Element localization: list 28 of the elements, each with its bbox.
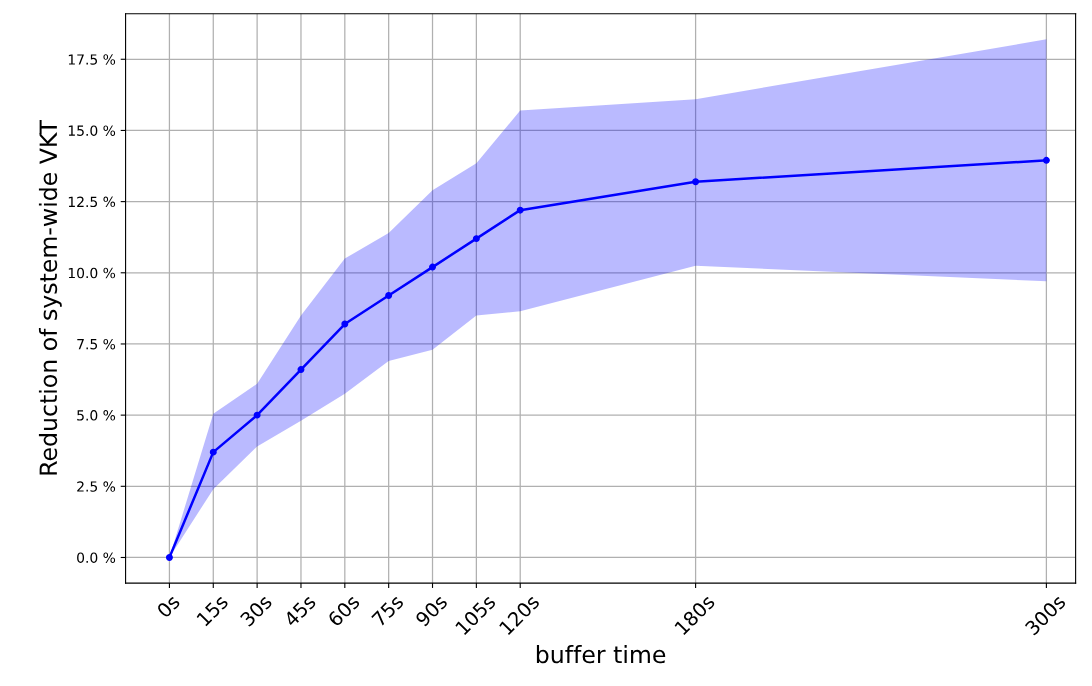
point: [253, 411, 261, 419]
x-axis-title: buffer time: [536, 645, 666, 664]
point: [472, 235, 480, 243]
point: [692, 178, 700, 186]
y-tick-label: 5.0 %: [77, 410, 116, 421]
point: [385, 292, 393, 300]
x-tick-label: 15s: [196, 593, 229, 627]
x-tick-label: 45s: [283, 593, 317, 628]
y-tick-label: 15.0 %: [68, 125, 116, 136]
x-tick-label: 90s: [414, 593, 449, 628]
point: [1042, 156, 1050, 164]
x-tick-label: 0s: [155, 593, 181, 619]
y-tick-label: 17.5 %: [68, 54, 116, 65]
y-tick-label: 0.0 %: [77, 552, 116, 563]
y-tick-label: 2.5 %: [77, 481, 116, 492]
x-tick-label: 30s: [239, 593, 273, 628]
point: [297, 366, 305, 374]
y-tick-label: 10.0 %: [68, 267, 116, 279]
x-tick-label: 60s: [327, 593, 361, 628]
y-tick-label: 7.5 %: [77, 338, 116, 350]
point: [341, 320, 349, 328]
x-tick-label: 75s: [371, 593, 405, 627]
y-tick-label: 12.5 %: [68, 196, 116, 208]
point: [165, 554, 173, 561]
point: [429, 263, 436, 271]
y-axis-title: Reduction of system-wide VKT: [38, 119, 62, 475]
point: [516, 206, 524, 214]
point: [209, 448, 217, 456]
